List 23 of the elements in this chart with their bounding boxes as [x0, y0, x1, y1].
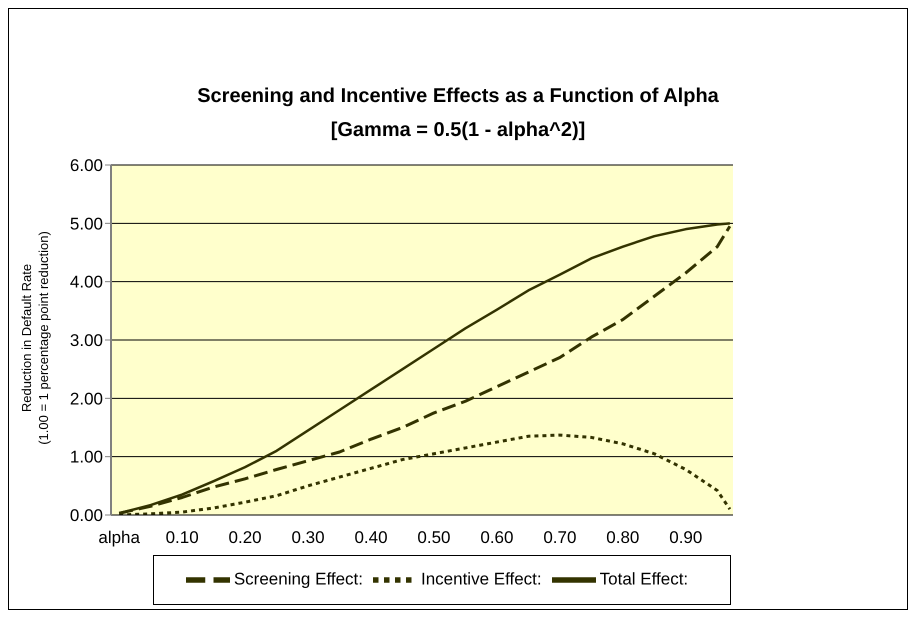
chart-subtitle: [Gamma = 0.5(1 - alpha^2)]	[330, 118, 586, 143]
legend-label: Total Effect:	[600, 569, 688, 588]
y-tick-label: 0.00	[70, 506, 103, 526]
x-tick-label: 0.50	[417, 528, 451, 548]
chart-title: Screening and Incentive Effects as a Function of Alpha	[196, 84, 720, 109]
x-tick-label: 0.40	[354, 528, 388, 548]
legend-label: Incentive Effect:	[420, 569, 542, 588]
y-tick-label: 2.00	[70, 389, 103, 408]
y-axis-title: Reduction in Default Rate (1.00 = 1 percentage point reduction)	[18, 230, 52, 444]
legend-label: Screening Effect:	[234, 569, 363, 588]
y-tick-label: 5.00	[70, 214, 103, 234]
y-tick-label: 6.00	[70, 156, 103, 176]
x-tick-label: 0.80	[606, 528, 640, 548]
x-tick-label: 0.90	[669, 528, 702, 548]
x-tick-label: 0.20	[228, 528, 262, 548]
x-tick-label: 0.10	[166, 528, 199, 548]
y-tick-label: 4.00	[70, 272, 103, 292]
y-tick-label: 3.00	[70, 331, 103, 350]
x-tick-label: alpha	[98, 528, 141, 548]
x-tick-label: 0.30	[292, 528, 325, 548]
x-tick-label: 0.60	[480, 528, 514, 548]
x-tick-label: 0.70	[543, 528, 576, 548]
y-tick-label: 1.00	[70, 448, 103, 467]
